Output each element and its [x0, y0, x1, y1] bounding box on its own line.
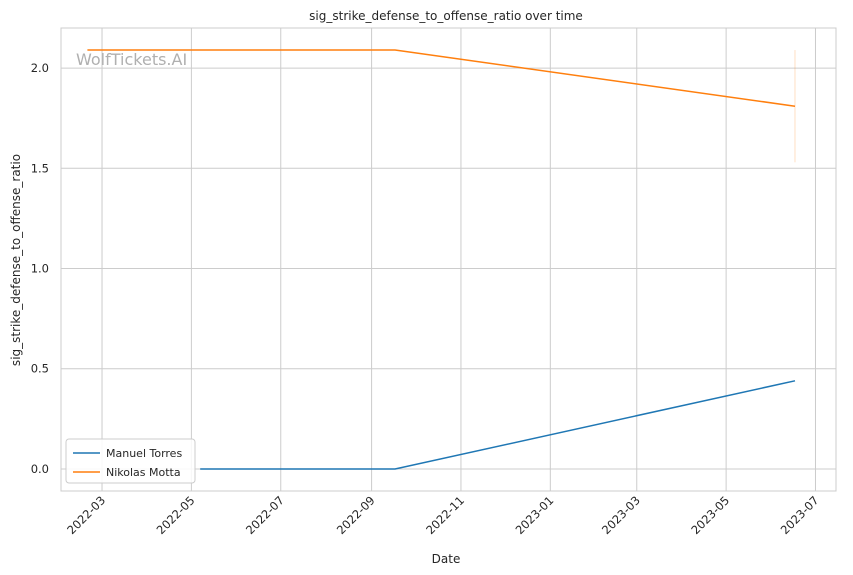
- y-tick-label: 2.0: [31, 61, 49, 75]
- y-tick-label: 0.5: [31, 362, 49, 376]
- y-tick-label: 0.0: [31, 462, 49, 476]
- legend-label-manuel-torres: Manuel Torres: [106, 447, 182, 460]
- legend: Manuel Torres Nikolas Motta: [65, 438, 196, 484]
- series-line-manuel-torres: [200, 380, 796, 470]
- plot-frame: [60, 27, 837, 492]
- watermark: WolfTickets.AI: [76, 50, 187, 69]
- legend-label-nikolas-motta: Nikolas Motta: [106, 466, 181, 479]
- grid: [61, 28, 836, 491]
- y-axis-title: sig_strike_defense_to_offense_ratio: [9, 154, 23, 366]
- y-tick-label: 1.5: [31, 161, 49, 175]
- y-tick-label: 1.0: [31, 262, 49, 276]
- series-line-nikolas-motta: [87, 49, 796, 107]
- x-axis-title: Date: [432, 552, 461, 566]
- series-lines: [87, 49, 796, 470]
- chart-title: sig_strike_defense_to_offense_ratio over…: [309, 9, 583, 23]
